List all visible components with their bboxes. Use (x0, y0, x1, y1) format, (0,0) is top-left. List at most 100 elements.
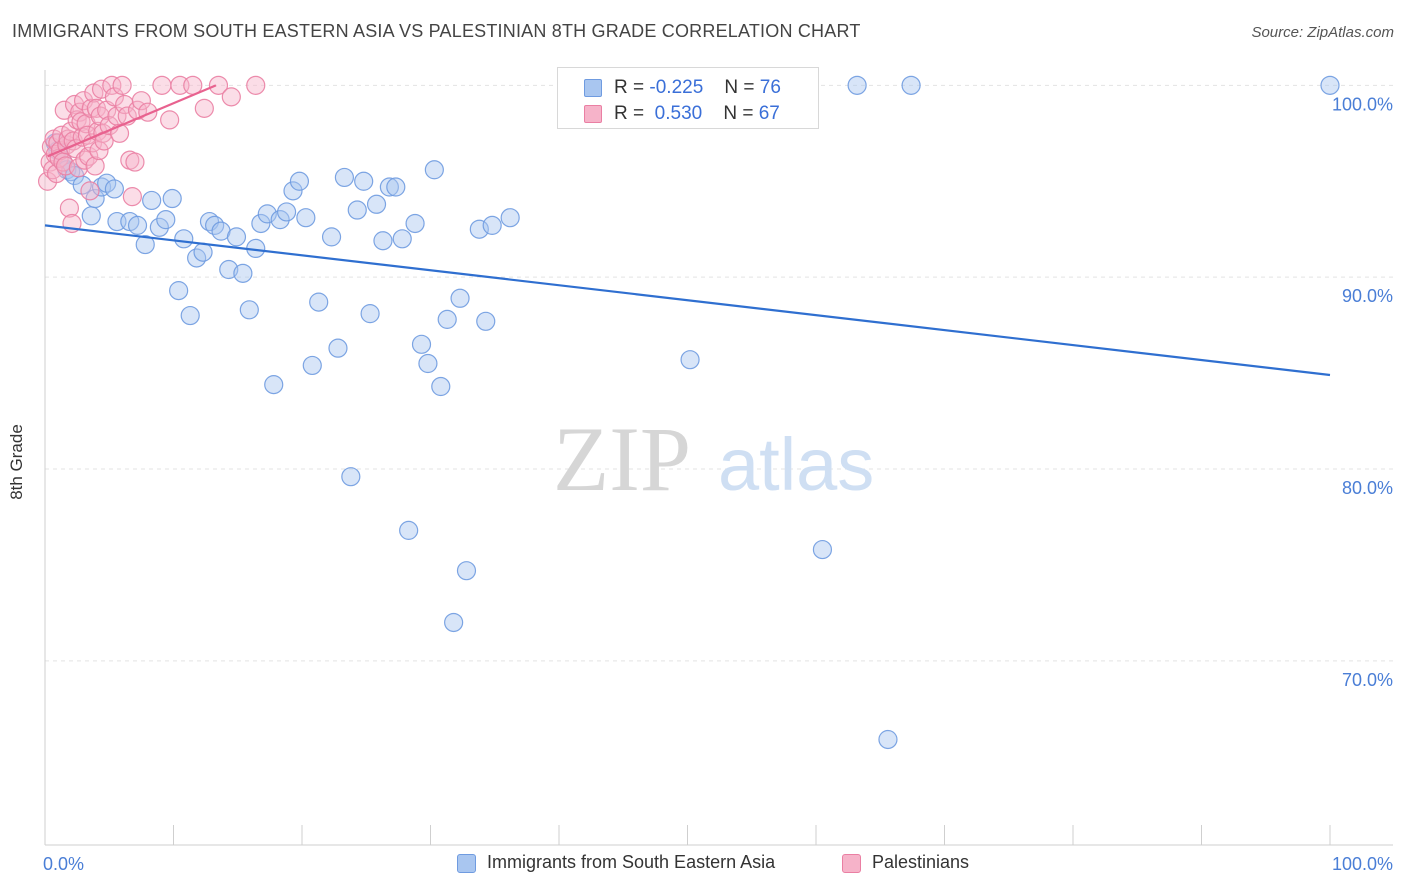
watermark-zip: ZIP (553, 408, 691, 510)
point-sea (812, 539, 833, 560)
stats-legend: R = -0.225 N = 76 R = 0.530 N = 67 (557, 67, 819, 129)
tick-labels: 70.0% 80.0% 90.0% 100.0% 0.0% 100.0% (43, 94, 1393, 874)
point-sea (174, 229, 194, 249)
point-sea (424, 160, 444, 180)
point-sea (456, 561, 477, 581)
point-sea (302, 355, 322, 376)
legend-swatch-sea (457, 854, 476, 873)
point-sea (276, 202, 297, 222)
point-sea (193, 242, 213, 262)
point-palestinian (85, 156, 105, 176)
point-sea (476, 311, 496, 331)
point-sea (1320, 75, 1340, 95)
point-sea (341, 467, 361, 487)
y-tick-label: 100.0% (1332, 94, 1393, 114)
x-tick-label-min: 0.0% (43, 854, 84, 874)
point-palestinian (208, 75, 229, 95)
point-sea (405, 213, 425, 234)
data-points (37, 75, 1340, 750)
stats-n-label: N = (723, 103, 754, 124)
point-sea (444, 612, 464, 633)
stats-r-label: R = (614, 103, 645, 124)
point-sea (373, 231, 393, 251)
point-sea (431, 376, 451, 397)
point-sea (219, 259, 239, 280)
point-sea (239, 300, 259, 320)
point-palestinian (104, 87, 124, 107)
point-sea (386, 177, 406, 197)
point-sea (392, 229, 412, 249)
axes (44, 70, 1393, 846)
trend-lines (44, 84, 1331, 377)
point-sea (379, 177, 399, 197)
point-palestinian (112, 75, 132, 95)
stats-n-value-palestinians: 67 (758, 103, 780, 124)
stats-swatch-palestinians (584, 105, 602, 123)
point-sea (180, 305, 200, 326)
point-sea (135, 234, 155, 255)
zipatlas-watermark: ZIP atlas (553, 408, 874, 510)
point-palestinian (102, 75, 122, 95)
point-palestinian (80, 181, 100, 201)
point-sea (328, 338, 348, 358)
point-sea (149, 217, 169, 237)
point-sea (289, 171, 310, 191)
point-sea (283, 181, 303, 201)
legend-label-palestinians: Palestinians (872, 852, 970, 872)
point-sea (169, 281, 189, 301)
point-sea (437, 309, 457, 329)
point-sea (500, 208, 520, 228)
point-sea (162, 188, 182, 209)
stats-r-value-palestinians: 0.530 (654, 103, 703, 124)
point-sea (334, 167, 355, 188)
point-palestinian (246, 75, 266, 95)
chart-title: IMMIGRANTS FROM SOUTH EASTERN ASIA VS PA… (12, 21, 861, 41)
point-sea (142, 190, 162, 211)
point-palestinian (122, 187, 142, 207)
stats-r-label: R = (614, 77, 645, 98)
stats-n-label: N = (724, 77, 755, 98)
point-palestinian (59, 198, 80, 218)
point-palestinian (54, 100, 74, 120)
point-palestinian (152, 75, 172, 95)
point-sea (104, 179, 124, 199)
point-sea (347, 200, 367, 220)
x-tick-label-max: 100.0% (1332, 854, 1393, 874)
point-sea (354, 171, 374, 191)
legend-label-sea: Immigrants from South Eastern Asia (487, 852, 776, 872)
point-sea (226, 227, 247, 247)
point-palestinian (75, 150, 95, 170)
point-sea (81, 206, 101, 226)
point-sea (321, 227, 342, 247)
point-sea (366, 194, 387, 214)
point-sea (309, 292, 329, 312)
point-sea (127, 215, 148, 235)
point-palestinian (43, 160, 63, 180)
point-sea (97, 173, 117, 193)
trend-line-sea (44, 224, 1331, 377)
watermark-atlas: atlas (718, 423, 874, 506)
point-palestinian (125, 152, 145, 172)
point-sea (680, 350, 700, 370)
legend-swatch-palestinians (842, 854, 861, 873)
y-tick-label: 90.0% (1342, 286, 1393, 306)
point-sea (878, 729, 898, 750)
point-sea (296, 208, 316, 228)
point-palestinian (160, 110, 180, 130)
stats-n-value-sea: 76 (759, 77, 781, 98)
stats-r-value-sea: -0.225 (649, 77, 704, 98)
point-sea (482, 215, 502, 235)
stats-swatch-sea (584, 79, 602, 97)
point-sea (399, 520, 419, 540)
point-sea (233, 263, 253, 283)
y-tick-label: 70.0% (1342, 670, 1393, 690)
point-sea (901, 75, 921, 95)
point-sea (418, 353, 438, 374)
trend-line-palestinians (47, 84, 217, 158)
point-sea (411, 334, 432, 354)
point-sea (270, 210, 290, 230)
chart-source: Source: ZipAtlas.com (1251, 24, 1394, 41)
point-sea (251, 213, 271, 234)
point-palestinian (221, 87, 241, 107)
point-palestinian (131, 91, 151, 111)
